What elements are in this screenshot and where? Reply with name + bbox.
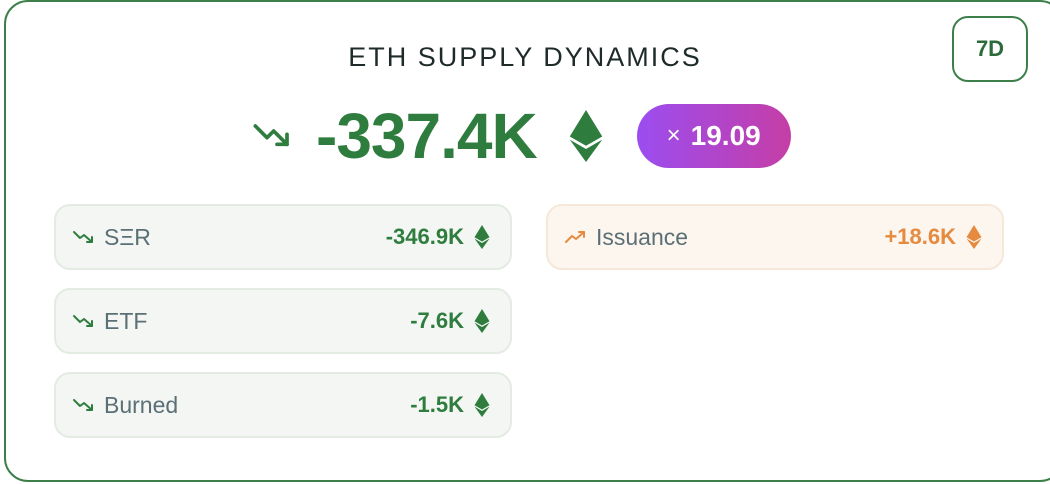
trending-down-icon [73, 399, 93, 411]
total-value: -337.4K [316, 100, 538, 172]
row-burned: Burned -1.5K [54, 372, 512, 438]
eth-icon [474, 393, 490, 417]
period-selector-button[interactable]: 7D [952, 16, 1028, 82]
card-title: ETH SUPPLY DYNAMICS [348, 42, 702, 72]
row-label: Issuance [596, 223, 689, 250]
row-etf: ETF -7.6K [54, 288, 512, 354]
eth-icon [966, 225, 982, 249]
trending-down-icon [73, 231, 93, 243]
multiplier-value: 19.09 [690, 120, 761, 151]
row-label: ETF [104, 307, 148, 334]
total-supply-change: -337.4K × 19.09 [252, 96, 791, 176]
row-value: +18.6K [884, 224, 956, 249]
row-ser: SΞR -346.9K [54, 204, 512, 270]
eth-icon [474, 225, 490, 249]
eth-icon [569, 110, 602, 162]
row-value: -346.9K [385, 224, 464, 249]
row-issuance: Issuance +18.6K [546, 204, 1004, 270]
trending-up-icon [565, 231, 585, 243]
trending-down-icon [73, 315, 93, 327]
row-label: Burned [104, 391, 179, 418]
eth-icon [474, 309, 490, 333]
row-value: -7.6K [410, 308, 464, 333]
row-label: SΞR [104, 223, 151, 250]
row-value: -1.5K [410, 392, 464, 417]
trending-down-icon [253, 124, 289, 147]
multiplier-badge: × 19.09 [636, 104, 791, 168]
multiplier-symbol: × [666, 122, 681, 149]
